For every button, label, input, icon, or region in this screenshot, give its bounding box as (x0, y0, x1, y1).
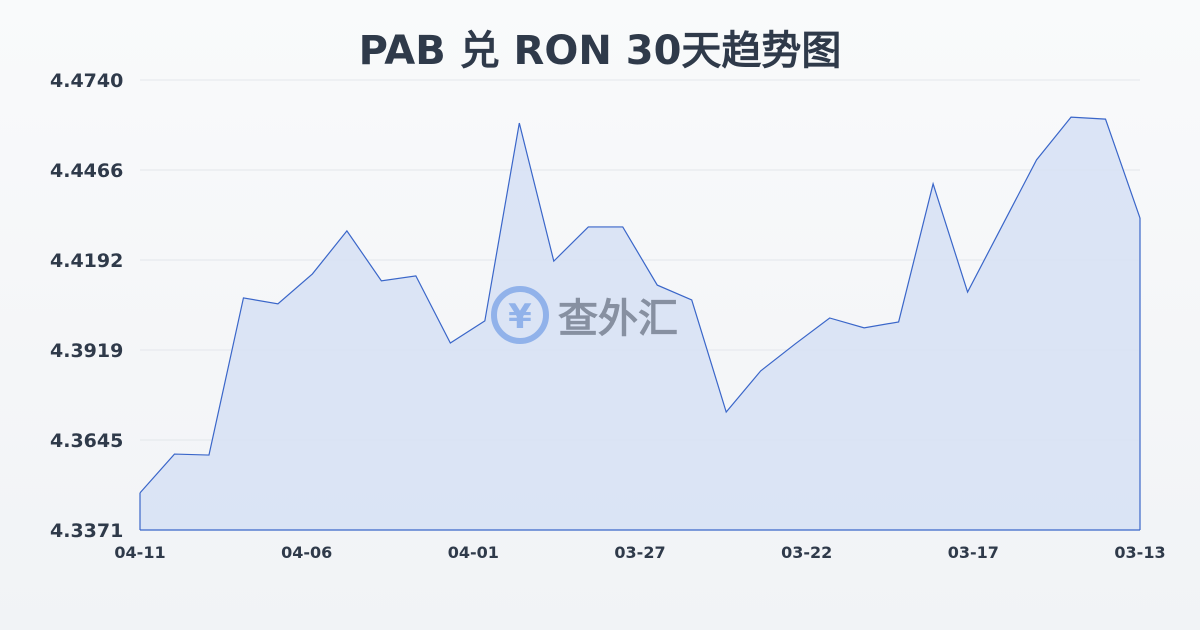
x-tick-label: 03-13 (1114, 543, 1165, 562)
x-tick-label: 03-22 (781, 543, 832, 562)
area-fill (140, 117, 1140, 531)
chart-title: PAB 兑 RON 30天趋势图 (358, 28, 842, 74)
y-tick-label: 4.3919 (50, 340, 123, 362)
series-line (139, 116, 1141, 494)
y-tick-label: 4.4466 (50, 160, 123, 182)
watermark-logo-icon: ¥ (491, 286, 549, 344)
x-tick-label: 04-01 (448, 543, 499, 562)
watermark-text: 查外汇 (558, 296, 678, 342)
x-tick-label: 03-27 (614, 543, 665, 562)
y-tick-label: 4.3371 (50, 520, 123, 542)
x-tick-label: 04-06 (281, 543, 332, 562)
x-tick-label: 04-11 (114, 543, 165, 562)
x-tick-label: 03-17 (948, 543, 999, 562)
y-tick-label: 4.4192 (50, 250, 123, 272)
y-tick-label: 4.3645 (50, 430, 123, 452)
svg-text:¥: ¥ (508, 297, 532, 337)
y-tick-label: 4.4740 (50, 70, 123, 92)
